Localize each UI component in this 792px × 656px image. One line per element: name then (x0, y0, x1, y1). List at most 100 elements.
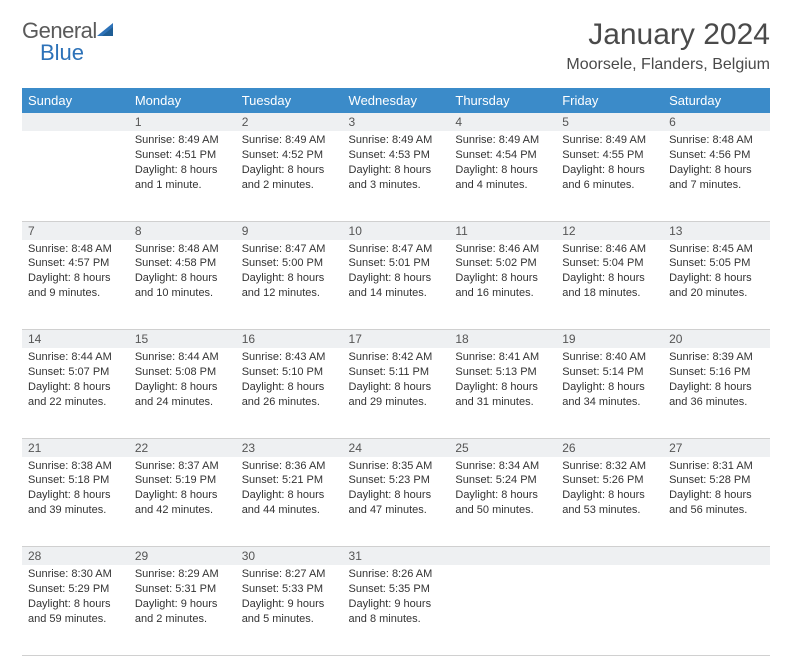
daylight-text: Daylight: 8 hours (135, 163, 230, 178)
daylight-text: Daylight: 8 hours (669, 380, 764, 395)
daylight-text-2: and 20 minutes. (669, 286, 764, 301)
day-number (663, 547, 770, 566)
daylight-text: Daylight: 8 hours (562, 163, 657, 178)
day-cell: Sunrise: 8:29 AMSunset: 5:31 PMDaylight:… (129, 565, 236, 655)
sunrise-text: Sunrise: 8:30 AM (28, 567, 123, 582)
day-cell: Sunrise: 8:49 AMSunset: 4:54 PMDaylight:… (449, 131, 556, 221)
sunset-text: Sunset: 5:35 PM (349, 582, 444, 597)
day-cell: Sunrise: 8:48 AMSunset: 4:57 PMDaylight:… (22, 240, 129, 330)
day-cell: Sunrise: 8:32 AMSunset: 5:26 PMDaylight:… (556, 457, 663, 547)
sunrise-text: Sunrise: 8:46 AM (455, 242, 550, 257)
day-number-row: 28293031 (22, 547, 770, 566)
daylight-text-2: and 39 minutes. (28, 503, 123, 518)
day-details: Sunrise: 8:39 AMSunset: 5:16 PMDaylight:… (663, 348, 770, 415)
daylight-text: Daylight: 8 hours (669, 488, 764, 503)
day-number: 31 (343, 547, 450, 566)
sunset-text: Sunset: 5:11 PM (349, 365, 444, 380)
daylight-text: Daylight: 8 hours (562, 271, 657, 286)
day-details: Sunrise: 8:43 AMSunset: 5:10 PMDaylight:… (236, 348, 343, 415)
day-cell: Sunrise: 8:34 AMSunset: 5:24 PMDaylight:… (449, 457, 556, 547)
sunset-text: Sunset: 5:24 PM (455, 473, 550, 488)
day-cell: Sunrise: 8:49 AMSunset: 4:52 PMDaylight:… (236, 131, 343, 221)
day-details: Sunrise: 8:49 AMSunset: 4:52 PMDaylight:… (236, 131, 343, 198)
sunset-text: Sunset: 4:54 PM (455, 148, 550, 163)
sunset-text: Sunset: 4:57 PM (28, 256, 123, 271)
day-details: Sunrise: 8:44 AMSunset: 5:07 PMDaylight:… (22, 348, 129, 415)
daylight-text: Daylight: 8 hours (135, 488, 230, 503)
day-details: Sunrise: 8:46 AMSunset: 5:04 PMDaylight:… (556, 240, 663, 307)
day-cell: Sunrise: 8:37 AMSunset: 5:19 PMDaylight:… (129, 457, 236, 547)
day-details: Sunrise: 8:47 AMSunset: 5:01 PMDaylight:… (343, 240, 450, 307)
sunrise-text: Sunrise: 8:29 AM (135, 567, 230, 582)
day-number: 6 (663, 113, 770, 131)
day-number: 22 (129, 438, 236, 457)
day-cell (556, 565, 663, 655)
daylight-text: Daylight: 8 hours (455, 163, 550, 178)
week-row: Sunrise: 8:30 AMSunset: 5:29 PMDaylight:… (22, 565, 770, 655)
day-number (556, 547, 663, 566)
day-details: Sunrise: 8:35 AMSunset: 5:23 PMDaylight:… (343, 457, 450, 524)
daylight-text-2: and 9 minutes. (28, 286, 123, 301)
daylight-text-2: and 4 minutes. (455, 178, 550, 193)
sunrise-text: Sunrise: 8:42 AM (349, 350, 444, 365)
sunset-text: Sunset: 4:53 PM (349, 148, 444, 163)
sunset-text: Sunset: 4:51 PM (135, 148, 230, 163)
sunrise-text: Sunrise: 8:38 AM (28, 459, 123, 474)
sunset-text: Sunset: 4:52 PM (242, 148, 337, 163)
daylight-text: Daylight: 9 hours (349, 597, 444, 612)
sunset-text: Sunset: 5:04 PM (562, 256, 657, 271)
weekday-header: Friday (556, 88, 663, 113)
sunrise-text: Sunrise: 8:48 AM (28, 242, 123, 257)
day-cell (449, 565, 556, 655)
daylight-text-2: and 31 minutes. (455, 395, 550, 410)
daylight-text-2: and 6 minutes. (562, 178, 657, 193)
daylight-text-2: and 14 minutes. (349, 286, 444, 301)
day-cell: Sunrise: 8:47 AMSunset: 5:00 PMDaylight:… (236, 240, 343, 330)
daylight-text-2: and 2 minutes. (135, 612, 230, 627)
daylight-text: Daylight: 9 hours (242, 597, 337, 612)
day-number: 24 (343, 438, 450, 457)
daylight-text-2: and 47 minutes. (349, 503, 444, 518)
day-cell: Sunrise: 8:26 AMSunset: 5:35 PMDaylight:… (343, 565, 450, 655)
day-number: 20 (663, 330, 770, 349)
day-details: Sunrise: 8:32 AMSunset: 5:26 PMDaylight:… (556, 457, 663, 524)
daylight-text: Daylight: 8 hours (242, 488, 337, 503)
daylight-text: Daylight: 8 hours (135, 271, 230, 286)
day-details: Sunrise: 8:37 AMSunset: 5:19 PMDaylight:… (129, 457, 236, 524)
day-number: 11 (449, 221, 556, 240)
day-number: 10 (343, 221, 450, 240)
daylight-text: Daylight: 8 hours (28, 597, 123, 612)
sunrise-text: Sunrise: 8:45 AM (669, 242, 764, 257)
day-number: 2 (236, 113, 343, 131)
calendar-body: 123456Sunrise: 8:49 AMSunset: 4:51 PMDay… (22, 113, 770, 655)
day-cell: Sunrise: 8:43 AMSunset: 5:10 PMDaylight:… (236, 348, 343, 438)
daylight-text-2: and 8 minutes. (349, 612, 444, 627)
daylight-text: Daylight: 8 hours (349, 271, 444, 286)
header: General January 2024 Moorsele, Flanders,… (22, 18, 770, 74)
day-cell: Sunrise: 8:40 AMSunset: 5:14 PMDaylight:… (556, 348, 663, 438)
day-number (22, 113, 129, 131)
sunset-text: Sunset: 5:02 PM (455, 256, 550, 271)
weekday-header: Thursday (449, 88, 556, 113)
day-number-row: 14151617181920 (22, 330, 770, 349)
sunrise-text: Sunrise: 8:43 AM (242, 350, 337, 365)
day-number: 21 (22, 438, 129, 457)
day-number: 23 (236, 438, 343, 457)
daylight-text: Daylight: 8 hours (28, 380, 123, 395)
day-number-row: 21222324252627 (22, 438, 770, 457)
daylight-text-2: and 42 minutes. (135, 503, 230, 518)
day-number: 13 (663, 221, 770, 240)
day-details: Sunrise: 8:38 AMSunset: 5:18 PMDaylight:… (22, 457, 129, 524)
day-number: 12 (556, 221, 663, 240)
daylight-text-2: and 26 minutes. (242, 395, 337, 410)
day-cell: Sunrise: 8:49 AMSunset: 4:51 PMDaylight:… (129, 131, 236, 221)
daylight-text-2: and 50 minutes. (455, 503, 550, 518)
day-cell: Sunrise: 8:45 AMSunset: 5:05 PMDaylight:… (663, 240, 770, 330)
sunset-text: Sunset: 5:13 PM (455, 365, 550, 380)
day-number: 1 (129, 113, 236, 131)
day-cell: Sunrise: 8:41 AMSunset: 5:13 PMDaylight:… (449, 348, 556, 438)
sunset-text: Sunset: 5:16 PM (669, 365, 764, 380)
calendar-table: Sunday Monday Tuesday Wednesday Thursday… (22, 88, 770, 656)
sunrise-text: Sunrise: 8:46 AM (562, 242, 657, 257)
day-number: 5 (556, 113, 663, 131)
